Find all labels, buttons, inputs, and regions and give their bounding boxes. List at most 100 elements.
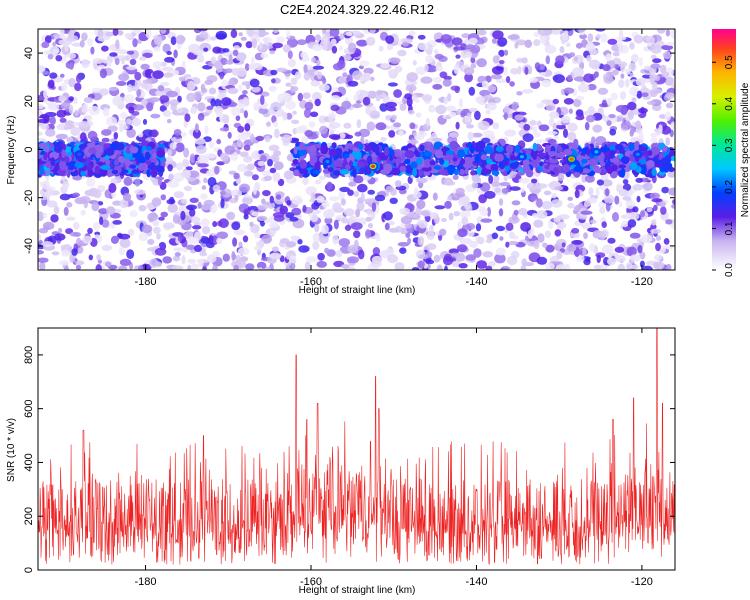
- spectrogram-cell: [661, 71, 670, 78]
- spectrogram-cell: [498, 198, 504, 206]
- spectrogram-cell: [119, 258, 132, 266]
- spectrogram-cell: [190, 216, 201, 224]
- spectrogram-cell: [177, 95, 182, 103]
- spectrogram-cell: [235, 115, 241, 121]
- spectrogram-cell: [468, 107, 478, 113]
- spectrogram-cell: [383, 211, 393, 221]
- spectrogram-cell: [314, 98, 321, 107]
- spectrogram-cell: [240, 151, 249, 158]
- spectrogram-cell: [399, 207, 411, 215]
- spectrogram-cell: [46, 200, 58, 208]
- spectrogram-cell: [93, 189, 102, 199]
- spectrogram-cell: [330, 104, 340, 112]
- spectrogram-cell: [471, 182, 479, 189]
- spectrogram-band-cell: [532, 142, 538, 152]
- spectrogram-cell: [43, 89, 48, 99]
- spectrogram-cell: [561, 36, 569, 41]
- spectrogram-cell: [64, 265, 69, 270]
- spectrogram-cell: [75, 74, 82, 83]
- spectrogram-cell: [216, 237, 223, 245]
- spectrogram-cell: [292, 110, 297, 115]
- spectrogram-band-cell: [535, 146, 543, 152]
- spectrogram-cell: [433, 254, 441, 263]
- spectrogram-cell: [589, 243, 596, 252]
- spectrogram-cell: [72, 192, 80, 198]
- spectrogram-cell: [231, 189, 243, 198]
- spectrogram-cell: [244, 123, 251, 132]
- spectrogram-cell: [545, 104, 556, 112]
- spectrogram-cell: [417, 260, 425, 269]
- spectrogram-cell: [319, 205, 324, 210]
- spectrogram-cell: [236, 67, 248, 77]
- spectrogram-cell: [452, 174, 459, 180]
- spectrogram-band-cell: [489, 152, 495, 160]
- spectrogram-cell: [348, 42, 357, 53]
- spectrogram-cell: [580, 222, 592, 230]
- spectrogram-cell: [664, 111, 671, 122]
- spectrogram-cell: [453, 64, 460, 75]
- spectrogram-cell: [456, 244, 468, 253]
- spectrogram-cell: [475, 223, 482, 232]
- spectrogram-cell: [444, 265, 448, 270]
- spectrogram-cell: [187, 80, 196, 91]
- spectrogram-cell: [350, 222, 363, 231]
- spectrogram-cell: [194, 138, 206, 145]
- spectrogram-band-cell: [474, 154, 481, 164]
- spectrogram-cell: [173, 49, 178, 59]
- spectrogram-cell: [195, 145, 207, 154]
- spectrogram-cell: [285, 212, 295, 219]
- spectrogram-cell: [604, 194, 615, 204]
- spectrogram-band-cell: [156, 149, 166, 158]
- spectrogram-y-tick-label: 20: [23, 95, 35, 107]
- spectrogram-cell: [181, 255, 186, 265]
- spectrogram-cell: [214, 165, 220, 175]
- spectrogram-cell: [602, 64, 611, 72]
- spectrogram-cell: [618, 189, 629, 197]
- spectrogram-cell: [366, 208, 372, 216]
- spectrogram-cell: [640, 234, 653, 244]
- spectrogram-cell: [42, 212, 48, 219]
- spectrogram-cell: [511, 200, 521, 206]
- spectrogram-cell: [506, 255, 518, 266]
- spectrogram-cell: [356, 39, 368, 47]
- spectrogram-band-cell: [50, 157, 55, 167]
- spectrogram-cell: [576, 95, 585, 101]
- spectrogram-cell: [453, 210, 461, 217]
- spectrogram-cell: [166, 90, 178, 98]
- spectrogram-cell: [58, 95, 67, 102]
- spectrogram-cell: [388, 130, 396, 138]
- spectrogram-band-cell: [38, 153, 42, 160]
- spectrogram-cell: [159, 95, 170, 103]
- spectrogram-cell: [269, 50, 276, 55]
- spectrogram-cell: [87, 227, 93, 234]
- spectrogram-cell: [332, 62, 344, 71]
- spectrogram-cell: [455, 121, 460, 130]
- spectrogram-cell: [160, 29, 167, 34]
- spectrogram-cell: [214, 98, 222, 109]
- spectrogram-cell: [476, 29, 487, 36]
- spectrogram-cell: [656, 29, 666, 34]
- spectrogram-cell: [485, 265, 493, 270]
- spectrogram-band-cell: [647, 150, 653, 156]
- spectrogram-cell: [281, 134, 293, 144]
- spectrogram-cell: [385, 35, 395, 44]
- spectrogram-cell: [663, 238, 670, 245]
- spectrogram-cell: [380, 137, 387, 142]
- spectrogram-cell: [272, 172, 281, 182]
- spectrogram-cell: [588, 59, 601, 69]
- spectrogram-band-cell: [439, 158, 445, 165]
- spectrogram-cell: [202, 225, 211, 235]
- spectrogram-cell: [163, 222, 175, 230]
- spectrogram-band-cell: [298, 168, 309, 175]
- spectrogram-cell: [235, 52, 247, 62]
- spectrogram-cell: [567, 202, 575, 209]
- spectrogram-cell: [491, 38, 497, 44]
- spectrogram-cell: [642, 265, 653, 270]
- spectrogram-cell: [106, 116, 117, 127]
- spectrogram-cell: [344, 224, 352, 231]
- spectrogram-cell: [291, 86, 299, 92]
- spectrogram-band-cell: [609, 149, 615, 156]
- spectrogram-band-cell: [588, 158, 598, 166]
- spectrogram-cell: [429, 212, 439, 220]
- spectrogram-band-cell: [419, 144, 425, 151]
